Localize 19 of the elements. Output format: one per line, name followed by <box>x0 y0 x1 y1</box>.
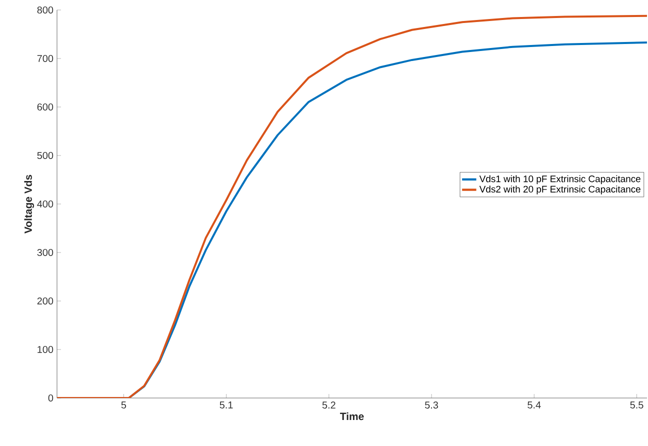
x-tick-label: 5.3 <box>425 402 438 409</box>
legend-label: Vds2 with 20 pF Extrinsic Capacitance <box>479 186 640 194</box>
y-tick-label: 400 <box>37 200 54 208</box>
x-tick-label: 5.2 <box>322 402 336 409</box>
y-tick-label: 0 <box>48 394 54 402</box>
y-tick-label: 500 <box>37 152 54 160</box>
y-tick-label: 600 <box>37 103 54 111</box>
x-tick-label: 5 <box>121 402 126 408</box>
legend-label: Vds1 with 10 pF Extrinsic Capacitance <box>479 175 640 184</box>
y-tick-label: 200 <box>37 297 54 305</box>
y-tick-label: 700 <box>37 54 54 62</box>
x-tick-label: 5.4 <box>528 402 541 408</box>
y-tick-label: 100 <box>38 346 54 354</box>
x-tick-label: 5.1 <box>220 402 233 408</box>
y-axis-title: Voltage Vds <box>24 174 34 234</box>
x-axis-title: Time <box>340 412 364 420</box>
x-tick-label: 5.5 <box>630 402 644 408</box>
y-tick-label: 800 <box>37 6 54 14</box>
y-tick-label: 300 <box>37 248 54 256</box>
